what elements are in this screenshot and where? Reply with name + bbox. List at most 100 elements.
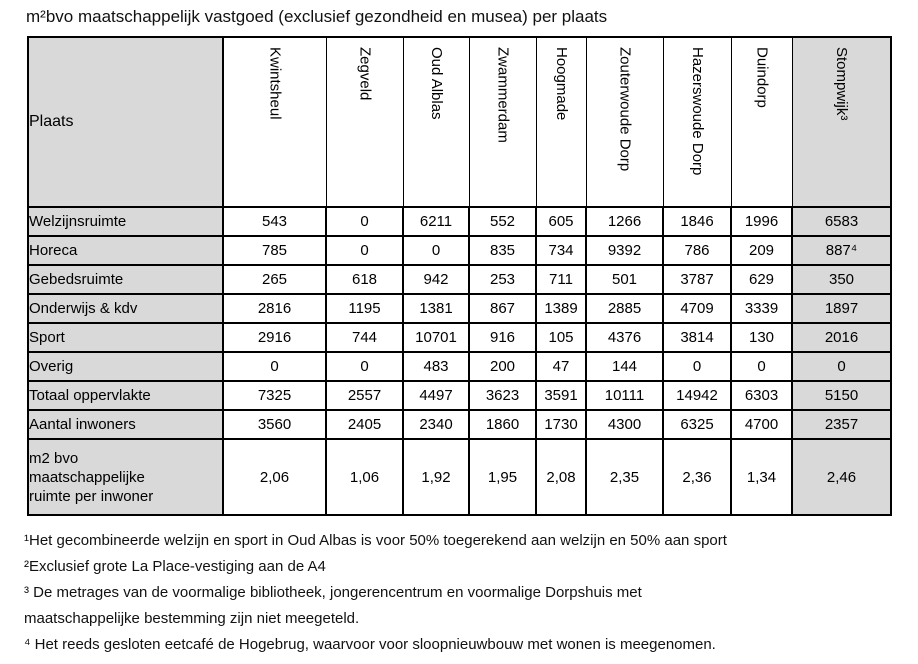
- table-cell: 0: [325, 351, 404, 382]
- table-cell: 2557: [325, 380, 404, 411]
- table-cell: 552: [468, 206, 537, 237]
- table-cell: 2405: [325, 409, 404, 440]
- table-cell: 916: [468, 322, 537, 353]
- table-cell: 1,06: [325, 438, 404, 516]
- table-cell: 144: [585, 351, 664, 382]
- column-header-zwammerdam: Zwammerdam: [468, 36, 537, 208]
- column-header-duindorp: Duindorp: [730, 36, 793, 208]
- page-title: m²bvo maatschappelijk vastgoed (exclusie…: [26, 7, 608, 26]
- table-cell: 1,92: [402, 438, 470, 516]
- table-row-welzijnsruimte: Welzijnsruimte 543 0 6211 552 605 1266 1…: [27, 206, 892, 237]
- table-cell: 200: [468, 351, 537, 382]
- table-cell: 887⁴: [791, 235, 892, 266]
- column-header-hoogmade: Hoogmade: [535, 36, 587, 208]
- column-header-hazerswoude-dorp: Hazerswoude Dorp: [662, 36, 732, 208]
- table-cell: 1730: [535, 409, 587, 440]
- table-row-overig: Overig 0 0 483 200 47 144 0 0 0: [27, 351, 892, 382]
- table-cell: 4376: [585, 322, 664, 353]
- table-cell: 10111: [585, 380, 664, 411]
- table-cell: 2,46: [791, 438, 892, 516]
- table-cell: 501: [585, 264, 664, 295]
- table-cell: 786: [662, 235, 732, 266]
- table-cell: 942: [402, 264, 470, 295]
- table-cell: 1860: [468, 409, 537, 440]
- table-row-gebedsruimte: Gebedsruimte 265 618 942 253 711 501 378…: [27, 264, 892, 295]
- table-cell: 1,34: [730, 438, 793, 516]
- table-cell: 867: [468, 293, 537, 324]
- corner-header-plaats: Plaats: [27, 36, 224, 208]
- table-cell: 3787: [662, 264, 732, 295]
- table-cell: 605: [535, 206, 587, 237]
- table-cell: 1389: [535, 293, 587, 324]
- table-cell: 9392: [585, 235, 664, 266]
- table-cell: 0: [402, 235, 470, 266]
- column-header-label: Zwammerdam: [494, 47, 512, 143]
- table-cell: 2885: [585, 293, 664, 324]
- table-cell: 47: [535, 351, 587, 382]
- row-label: Horeca: [27, 235, 224, 266]
- table-cell: 4300: [585, 409, 664, 440]
- table-cell: 3560: [222, 409, 327, 440]
- table-cell: 835: [468, 235, 537, 266]
- table-cell: 14942: [662, 380, 732, 411]
- table-cell: 209: [730, 235, 793, 266]
- table-cell: 6583: [791, 206, 892, 237]
- table-cell: 734: [535, 235, 587, 266]
- table-row-aantal-inwoners: Aantal inwoners 3560 2405 2340 1860 1730…: [27, 409, 892, 440]
- table-cell: 2916: [222, 322, 327, 353]
- table-cell: 1195: [325, 293, 404, 324]
- table-cell: 0: [791, 351, 892, 382]
- row-label: Welzijnsruimte: [27, 206, 224, 237]
- table-cell: 4700: [730, 409, 793, 440]
- table-cell: 3623: [468, 380, 537, 411]
- table-cell: 105: [535, 322, 587, 353]
- table-cell: 253: [468, 264, 537, 295]
- table-cell: 3339: [730, 293, 793, 324]
- column-header-zegveld: Zegveld: [325, 36, 404, 208]
- column-header-label: Hazerswoude Dorp: [688, 47, 706, 176]
- table-cell: 2016: [791, 322, 892, 353]
- column-header-label: Zouterwoude Dorp: [616, 47, 634, 172]
- table-row-totaal-oppervlakte: Totaal oppervlakte 7325 2557 4497 3623 3…: [27, 380, 892, 411]
- table-cell: 4709: [662, 293, 732, 324]
- table-cell: 265: [222, 264, 327, 295]
- column-header-oud-alblas: Oud Alblas: [402, 36, 470, 208]
- table-cell: 0: [730, 351, 793, 382]
- table-cell: 618: [325, 264, 404, 295]
- footnotes: ¹Het gecombineerde welzijn en sport in O…: [24, 528, 908, 658]
- table-cell: 1266: [585, 206, 664, 237]
- table-cell: 4497: [402, 380, 470, 411]
- table-cell: 2340: [402, 409, 470, 440]
- table-cell: 1996: [730, 206, 793, 237]
- table-cell: 2816: [222, 293, 327, 324]
- table-cell: 6325: [662, 409, 732, 440]
- table-cell: 3814: [662, 322, 732, 353]
- table-cell: 0: [325, 206, 404, 237]
- table-cell: 1,95: [468, 438, 537, 516]
- table-cell: 711: [535, 264, 587, 295]
- table-row-m2-per-inwoner: m2 bvo maatschappelijke ruimte per inwon…: [27, 438, 892, 516]
- table-cell: 785: [222, 235, 327, 266]
- data-table: Plaats Kwintsheul Zegveld Oud Alblas Zwa…: [27, 36, 892, 516]
- row-label: Totaal oppervlakte: [27, 380, 224, 411]
- table-cell: 1897: [791, 293, 892, 324]
- table-cell: 0: [222, 351, 327, 382]
- column-header-label: Zegveld: [356, 47, 374, 101]
- row-label: m2 bvo maatschappelijke ruimte per inwon…: [27, 438, 224, 516]
- table-cell: 1846: [662, 206, 732, 237]
- row-label: Aantal inwoners: [27, 409, 224, 440]
- table-cell: 744: [325, 322, 404, 353]
- column-header-label: Stompwijk³: [833, 47, 851, 121]
- table-cell: 2,36: [662, 438, 732, 516]
- table-cell: 2,06: [222, 438, 327, 516]
- table-cell: 3591: [535, 380, 587, 411]
- column-header-zouterwoude-dorp: Zouterwoude Dorp: [585, 36, 664, 208]
- table-cell: 2,35: [585, 438, 664, 516]
- table-cell: 130: [730, 322, 793, 353]
- footnote-3: ³ De metrages van de voormalige biblioth…: [24, 584, 642, 627]
- row-label: Onderwijs & kdv: [27, 293, 224, 324]
- column-header-label: Oud Alblas: [427, 47, 445, 120]
- table-row-sport: Sport 2916 744 10701 916 105 4376 3814 1…: [27, 322, 892, 353]
- table-cell: 629: [730, 264, 793, 295]
